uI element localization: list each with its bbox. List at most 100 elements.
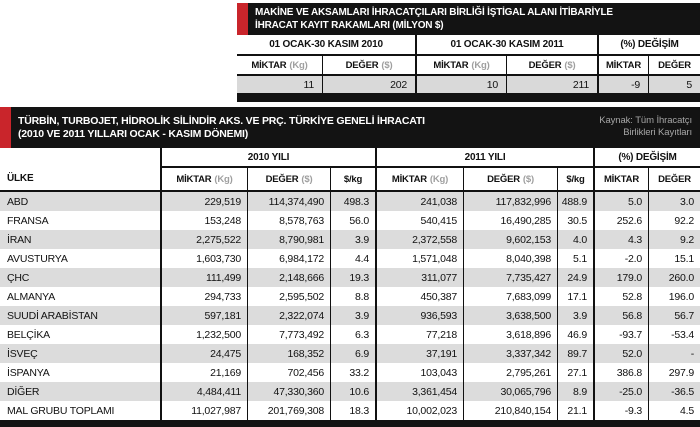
country-cell: ALMANYA [7,290,56,303]
dollar-per-kg-2011-cell: 17.1 [557,287,593,306]
deger-2011-header: DEĞER ($) [463,168,557,190]
table-row: FRANSA 153,248 8,578,763 56.0 540,415 16… [0,211,700,230]
deger-2010-cell: 6,984,172 [247,249,330,268]
deger-2010-cell: 8,790,981 [247,230,330,249]
miktar-change-cell: -93.7 [593,325,648,344]
deger-change-header: DEĞER [648,56,700,76]
kg-unit-label: (Kg) [471,59,490,71]
miktar-2011-cell: 37,191 [375,344,463,363]
deger-change-cell: 9.2 [648,230,700,249]
miktar-label: MİKTAR [251,59,287,71]
dollar-per-kg-2011-header: $/kg [557,168,593,190]
miktar-2011-cell: 2,372,558 [375,230,463,249]
deger-2010-cell: 7,773,492 [247,325,330,344]
miktar-change-cell: 252.6 [593,211,648,230]
machinery-table-title-bar: MAKİNE VE AKSAMLARI İHRACATÇILARI BİRLİĞ… [237,3,700,35]
turbine-table-title-line1: TÜRBİN, TURBOJET, HİDROLİK SİLİNDİR AKS.… [18,115,425,127]
country-cell: FRANSA [7,214,49,227]
year-2011-header: 2011 YILI [375,148,593,168]
dollar-per-kg-2011-cell: 89.7 [557,344,593,363]
machinery-table-title: MAKİNE VE AKSAMLARI İHRACATÇILARI BİRLİĞ… [248,3,619,35]
deger-2010-cell: 114,374,490 [247,192,330,211]
miktar-2010-cell: 2,275,522 [160,230,247,249]
table-row: ABD 229,519 114,374,490 498.3 241,038 11… [0,192,700,211]
deger-2010-cell: 2,322,074 [247,306,330,325]
deger-change-header: DEĞER [648,168,700,190]
dollar-per-kg-2011-cell: 46.9 [557,325,593,344]
miktar-2010-cell: 597,181 [160,306,247,325]
deger-label: DEĞER [345,59,379,71]
dollar-per-kg-2010-cell: 18.3 [330,401,375,420]
miktar-change-cell: 52.0 [593,344,648,363]
deger-2010-cell: 168,352 [247,344,330,363]
deger-2011-cell: 8,040,398 [463,249,557,268]
deger-2010-cell: 8,578,763 [247,211,330,230]
period-2010-header: 01 OCAK-30 KASIM 2010 [237,35,415,56]
turbine-export-table: TÜRBİN, TURBOJET, HİDROLİK SİLİNDİR AKS.… [0,107,700,427]
dollar-per-kg-2011-cell: 30.5 [557,211,593,230]
deger-2011-cell: 9,602,153 [463,230,557,249]
miktar-2010-cell: 4,484,411 [160,382,247,401]
country-cell: İSVEÇ [0,344,160,363]
deger-change-cell: -53.4 [648,325,700,344]
miktar-2010-header: MİKTAR (Kg) [160,168,247,190]
miktar-change-header: MİKTAR [593,168,648,190]
table-row: BELÇİKA 1,232,500 7,773,492 6.3 77,218 3… [0,325,700,344]
deger-2011-value: 211 [506,76,597,93]
deger-change-cell: 4.5 [648,401,700,420]
miktar-change-cell: -25.0 [593,382,648,401]
table-row: SUUDİ ARABİSTAN 597,181 2,322,074 3.9 93… [0,306,700,325]
miktar-2011-value: 10 [415,76,506,93]
miktar-label: MİKTAR [176,173,212,185]
deger-change-cell: 56.7 [648,306,700,325]
turbine-table-header: ÜLKE 2010 YILI 2011 YILI (%) DEĞİŞİM MİK… [0,148,700,192]
country-cell: İSPANYA [7,366,50,379]
deger-label: DEĞER [528,59,562,71]
deger-2011-cell: 16,490,285 [463,211,557,230]
table-row: MAL GRUBU TOPLAMI 11,027,987 201,769,308… [0,401,700,420]
percent-change-header: (%) DEĞİŞİM [597,35,700,56]
miktar-2011-cell: 936,593 [375,306,463,325]
miktar-2011-cell: 450,387 [375,287,463,306]
deger-2011-cell: 30,065,796 [463,382,557,401]
deger-2011-cell: 7,735,427 [463,268,557,287]
dollar-per-kg-2011-cell: 8.9 [557,382,593,401]
country-table-rows: ABD 229,519 114,374,490 498.3 241,038 11… [0,192,700,420]
dollar-per-kg-2010-cell: 4.4 [330,249,375,268]
machinery-table-title-line1: MAKİNE VE AKSAMLARI İHRACATÇILARI BİRLİĞ… [255,7,613,18]
machinery-table-grid: 01 OCAK-30 KASIM 2010 01 OCAK-30 KASIM 2… [237,35,700,93]
dollar-unit-label: ($) [381,59,393,71]
miktar-change-cell: 179.0 [593,268,648,287]
country-cell: ÇHC [0,268,160,287]
miktar-2011-cell: 311,077 [375,268,463,287]
deger-2011-cell: 3,618,896 [463,325,557,344]
miktar-change-cell: 5.0 [593,192,648,211]
miktar-change-cell: -2.0 [593,249,648,268]
dollar-per-kg-2011-cell: 4.0 [557,230,593,249]
red-accent-bar [237,3,248,35]
miktar-2011-header: MİKTAR (Kg) [415,56,506,76]
miktar-2010-header: MİKTAR (Kg) [237,56,322,76]
country-cell: SUUDİ ARABİSTAN [0,306,160,325]
deger-2011-cell: 2,795,261 [463,363,557,382]
miktar-2010-cell: 11,027,987 [160,401,247,420]
dollar-per-kg-2011-cell: 5.1 [557,249,593,268]
miktar-change-cell: 4.3 [593,230,648,249]
dollar-per-kg-2010-cell: 3.9 [330,306,375,325]
dollar-unit-label: ($) [564,59,576,71]
country-cell: ABD [0,192,160,211]
dollar-per-kg-2011-cell: 3.9 [557,306,593,325]
deger-2010-header: DEĞER ($) [322,56,415,76]
deger-2010-header: DEĞER ($) [247,168,330,190]
miktar-label: MİKTAR [391,173,427,185]
miktar-change-cell: 56.8 [593,306,648,325]
deger-change-cell: -36.5 [648,382,700,401]
dollar-per-kg-2010-cell: 6.9 [330,344,375,363]
turbine-table-title: TÜRBİN, TURBOJET, HİDROLİK SİLİNDİR AKS.… [11,107,431,148]
country-cell: İRAN [0,230,160,249]
country-column-header: ÜLKE [7,173,34,184]
deger-2011-cell: 117,832,996 [463,192,557,211]
dollar-per-kg-2010-header: $/kg [330,168,375,190]
deger-change-cell: 260.0 [648,268,700,287]
